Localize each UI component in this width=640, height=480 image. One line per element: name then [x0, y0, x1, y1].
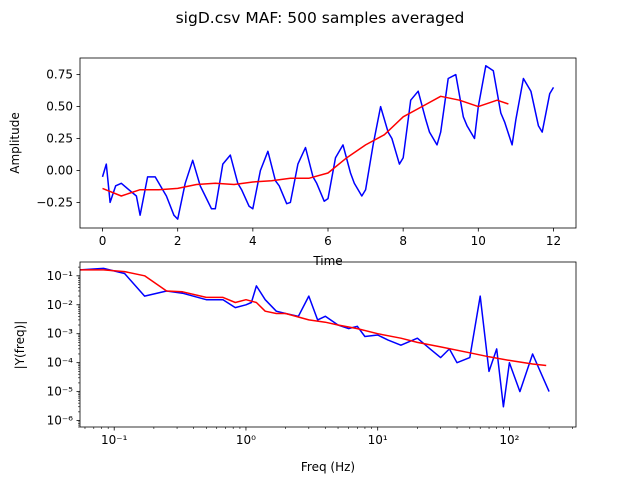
time-y-tick-label: 0.50 [46, 100, 73, 114]
time-x-tick-label: 6 [324, 234, 332, 248]
time-series-1-line [102, 95, 509, 197]
frequency-x-tick-label: 10¹ [368, 433, 388, 447]
frequency-x-tick-label: 10⁰ [236, 433, 256, 447]
frequency-y-tick-label: 10⁻⁵ [47, 385, 74, 399]
frequency-x-tick-label: 10² [499, 433, 519, 447]
frequency-y-tick-label: 10⁻¹ [47, 269, 74, 283]
time-x-ticks: 0 2 4 6 8 10 12 [99, 228, 561, 248]
time-series-0-line [101, 64, 555, 220]
frequency-x-ticks: 10⁻¹ 10⁰ 10¹ 10² [84, 427, 573, 447]
time-x-tick-label: 0 [99, 234, 107, 248]
time-y-axis-label: Amplitude [8, 112, 22, 174]
frequency-y-tick-label: 10⁻² [47, 298, 74, 312]
frequency-y-tick-label: 10⁻⁴ [47, 356, 74, 370]
time-x-tick-label: 2 [174, 234, 182, 248]
frequency-y-ticks: 10⁻⁶ 10⁻⁵ 10⁻⁴ 10⁻³ 10⁻² 10⁻¹ [47, 266, 80, 428]
time-x-tick-label: 12 [546, 234, 561, 248]
frequency-y-tick-label: 10⁻⁶ [47, 414, 74, 428]
time-x-tick-label: 4 [249, 234, 257, 248]
time-series-lines [101, 64, 555, 220]
time-y-tick-label: −0.25 [36, 195, 73, 209]
frequency-domain-plot: 10⁻¹ 10⁰ 10¹ 10² 10⁻⁶ 10⁻⁵ 10⁻⁴ 10⁻³ 10⁻² 10⁻¹ F… [13, 261, 577, 474]
frequency-series-0-line [80, 267, 550, 408]
time-domain-plot: 0 2 4 6 8 10 12 −0.25 0.00 0.25 0.50 0.75 Time Amp… [8, 57, 577, 268]
frequency-series-lines [80, 267, 550, 408]
time-y-ticks: −0.25 0.00 0.25 0.50 0.75 [36, 68, 80, 209]
frequency-plot-frame [79, 261, 577, 428]
frequency-y-tick-label: 10⁻³ [47, 327, 74, 341]
frequency-series-1-line [80, 269, 547, 367]
time-y-tick-label: 0.25 [46, 132, 73, 146]
frequency-x-tick-label: 10⁻¹ [101, 433, 128, 447]
frequency-x-axis-label: Freq (Hz) [301, 460, 355, 474]
time-x-tick-label: 10 [471, 234, 486, 248]
frequency-y-axis-label: |Y(freq)| [13, 321, 27, 370]
time-x-axis-label: Time [312, 254, 342, 268]
figure-title: sigD.csv MAF: 500 samples averaged [176, 9, 465, 27]
time-y-tick-label: 0.00 [46, 163, 73, 177]
time-y-tick-label: 0.75 [46, 68, 73, 82]
time-x-tick-label: 8 [399, 234, 407, 248]
